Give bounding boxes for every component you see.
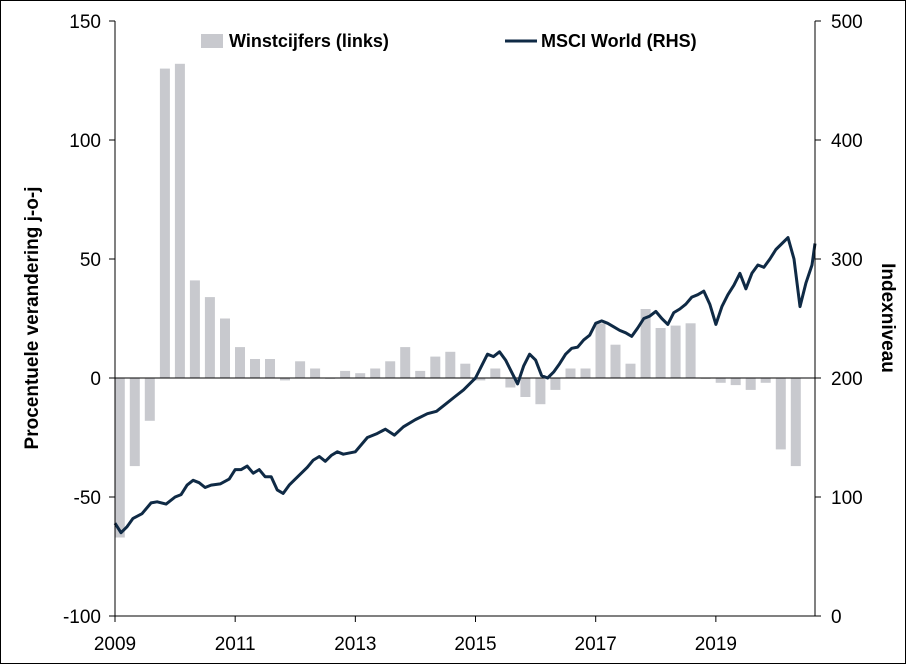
bar: [220, 318, 230, 378]
bar: [520, 378, 531, 397]
bar: [760, 378, 771, 383]
y-tick-right-label: 300: [831, 250, 863, 271]
y-tick-right-label: 400: [831, 131, 863, 152]
bar: [685, 323, 696, 378]
bar: [610, 344, 621, 378]
bar: [370, 368, 381, 378]
bar: [490, 368, 501, 378]
y-axis-title-right: Indexniveau: [877, 263, 898, 373]
bar: [114, 378, 125, 538]
bar: [445, 351, 456, 378]
bar: [159, 68, 170, 378]
x-tick-label: 2015: [454, 634, 496, 655]
bar: [775, 378, 786, 450]
y-tick-left-label: 150: [69, 12, 101, 33]
bar: [745, 378, 756, 390]
y-tick-left-label: 0: [90, 369, 101, 390]
bar: [595, 323, 606, 378]
bar: [505, 378, 516, 388]
y-tick-right-label: 100: [831, 488, 863, 509]
bar: [565, 368, 576, 378]
legend-bar-swatch: [201, 34, 223, 48]
x-tick-label: 2009: [94, 634, 136, 655]
bar: [310, 368, 321, 378]
legend-line-label: MSCI World (RHS): [541, 31, 697, 51]
bar: [535, 378, 546, 405]
y-tick-left-label: 50: [80, 250, 101, 271]
bar: [144, 378, 155, 421]
bar: [189, 280, 200, 378]
bar: [580, 368, 591, 378]
x-tick-label: 2013: [334, 634, 376, 655]
bar: [250, 359, 260, 378]
x-tick-label: 2019: [695, 634, 737, 655]
bar: [730, 378, 741, 386]
y-axis-title-left: Procentuele verandering j-o-j: [22, 187, 43, 450]
bar: [400, 347, 411, 378]
bar: [355, 373, 366, 378]
x-tick-label: 2017: [575, 634, 617, 655]
bar: [265, 359, 275, 378]
line-series: [113, 236, 817, 535]
bar: [715, 378, 726, 383]
bar: [640, 309, 651, 378]
bar: [174, 63, 185, 379]
y-tick-right-label: 500: [831, 12, 863, 33]
bar: [550, 378, 561, 390]
bar: [475, 378, 486, 381]
bar: [235, 347, 245, 378]
bar: [295, 361, 306, 378]
bar: [655, 328, 666, 378]
bar: [415, 370, 426, 378]
bar: [340, 370, 351, 378]
legend-bar-label: Winstcijfers (links): [229, 31, 389, 51]
bar: [129, 378, 140, 467]
bar: [430, 356, 441, 378]
axes: [109, 20, 821, 622]
bar: [625, 363, 636, 378]
y-tick-left-label: 100: [69, 131, 101, 152]
bar: [385, 361, 396, 378]
bar: [280, 378, 290, 381]
bar: [670, 325, 681, 378]
y-tick-left-label: -50: [74, 488, 101, 509]
bar: [204, 297, 215, 378]
legend: Winstcijfers (links) MSCI World (RHS): [201, 31, 697, 51]
y-tick-left-label: -100: [63, 607, 101, 628]
bar: [460, 363, 471, 378]
y-tick-right-label: 200: [831, 369, 863, 390]
x-tick-label: 2011: [215, 634, 256, 655]
y-tick-right-label: 0: [831, 607, 842, 628]
bar: [790, 378, 801, 467]
msci-world-line: [113, 236, 817, 535]
bar-series: [114, 63, 801, 538]
